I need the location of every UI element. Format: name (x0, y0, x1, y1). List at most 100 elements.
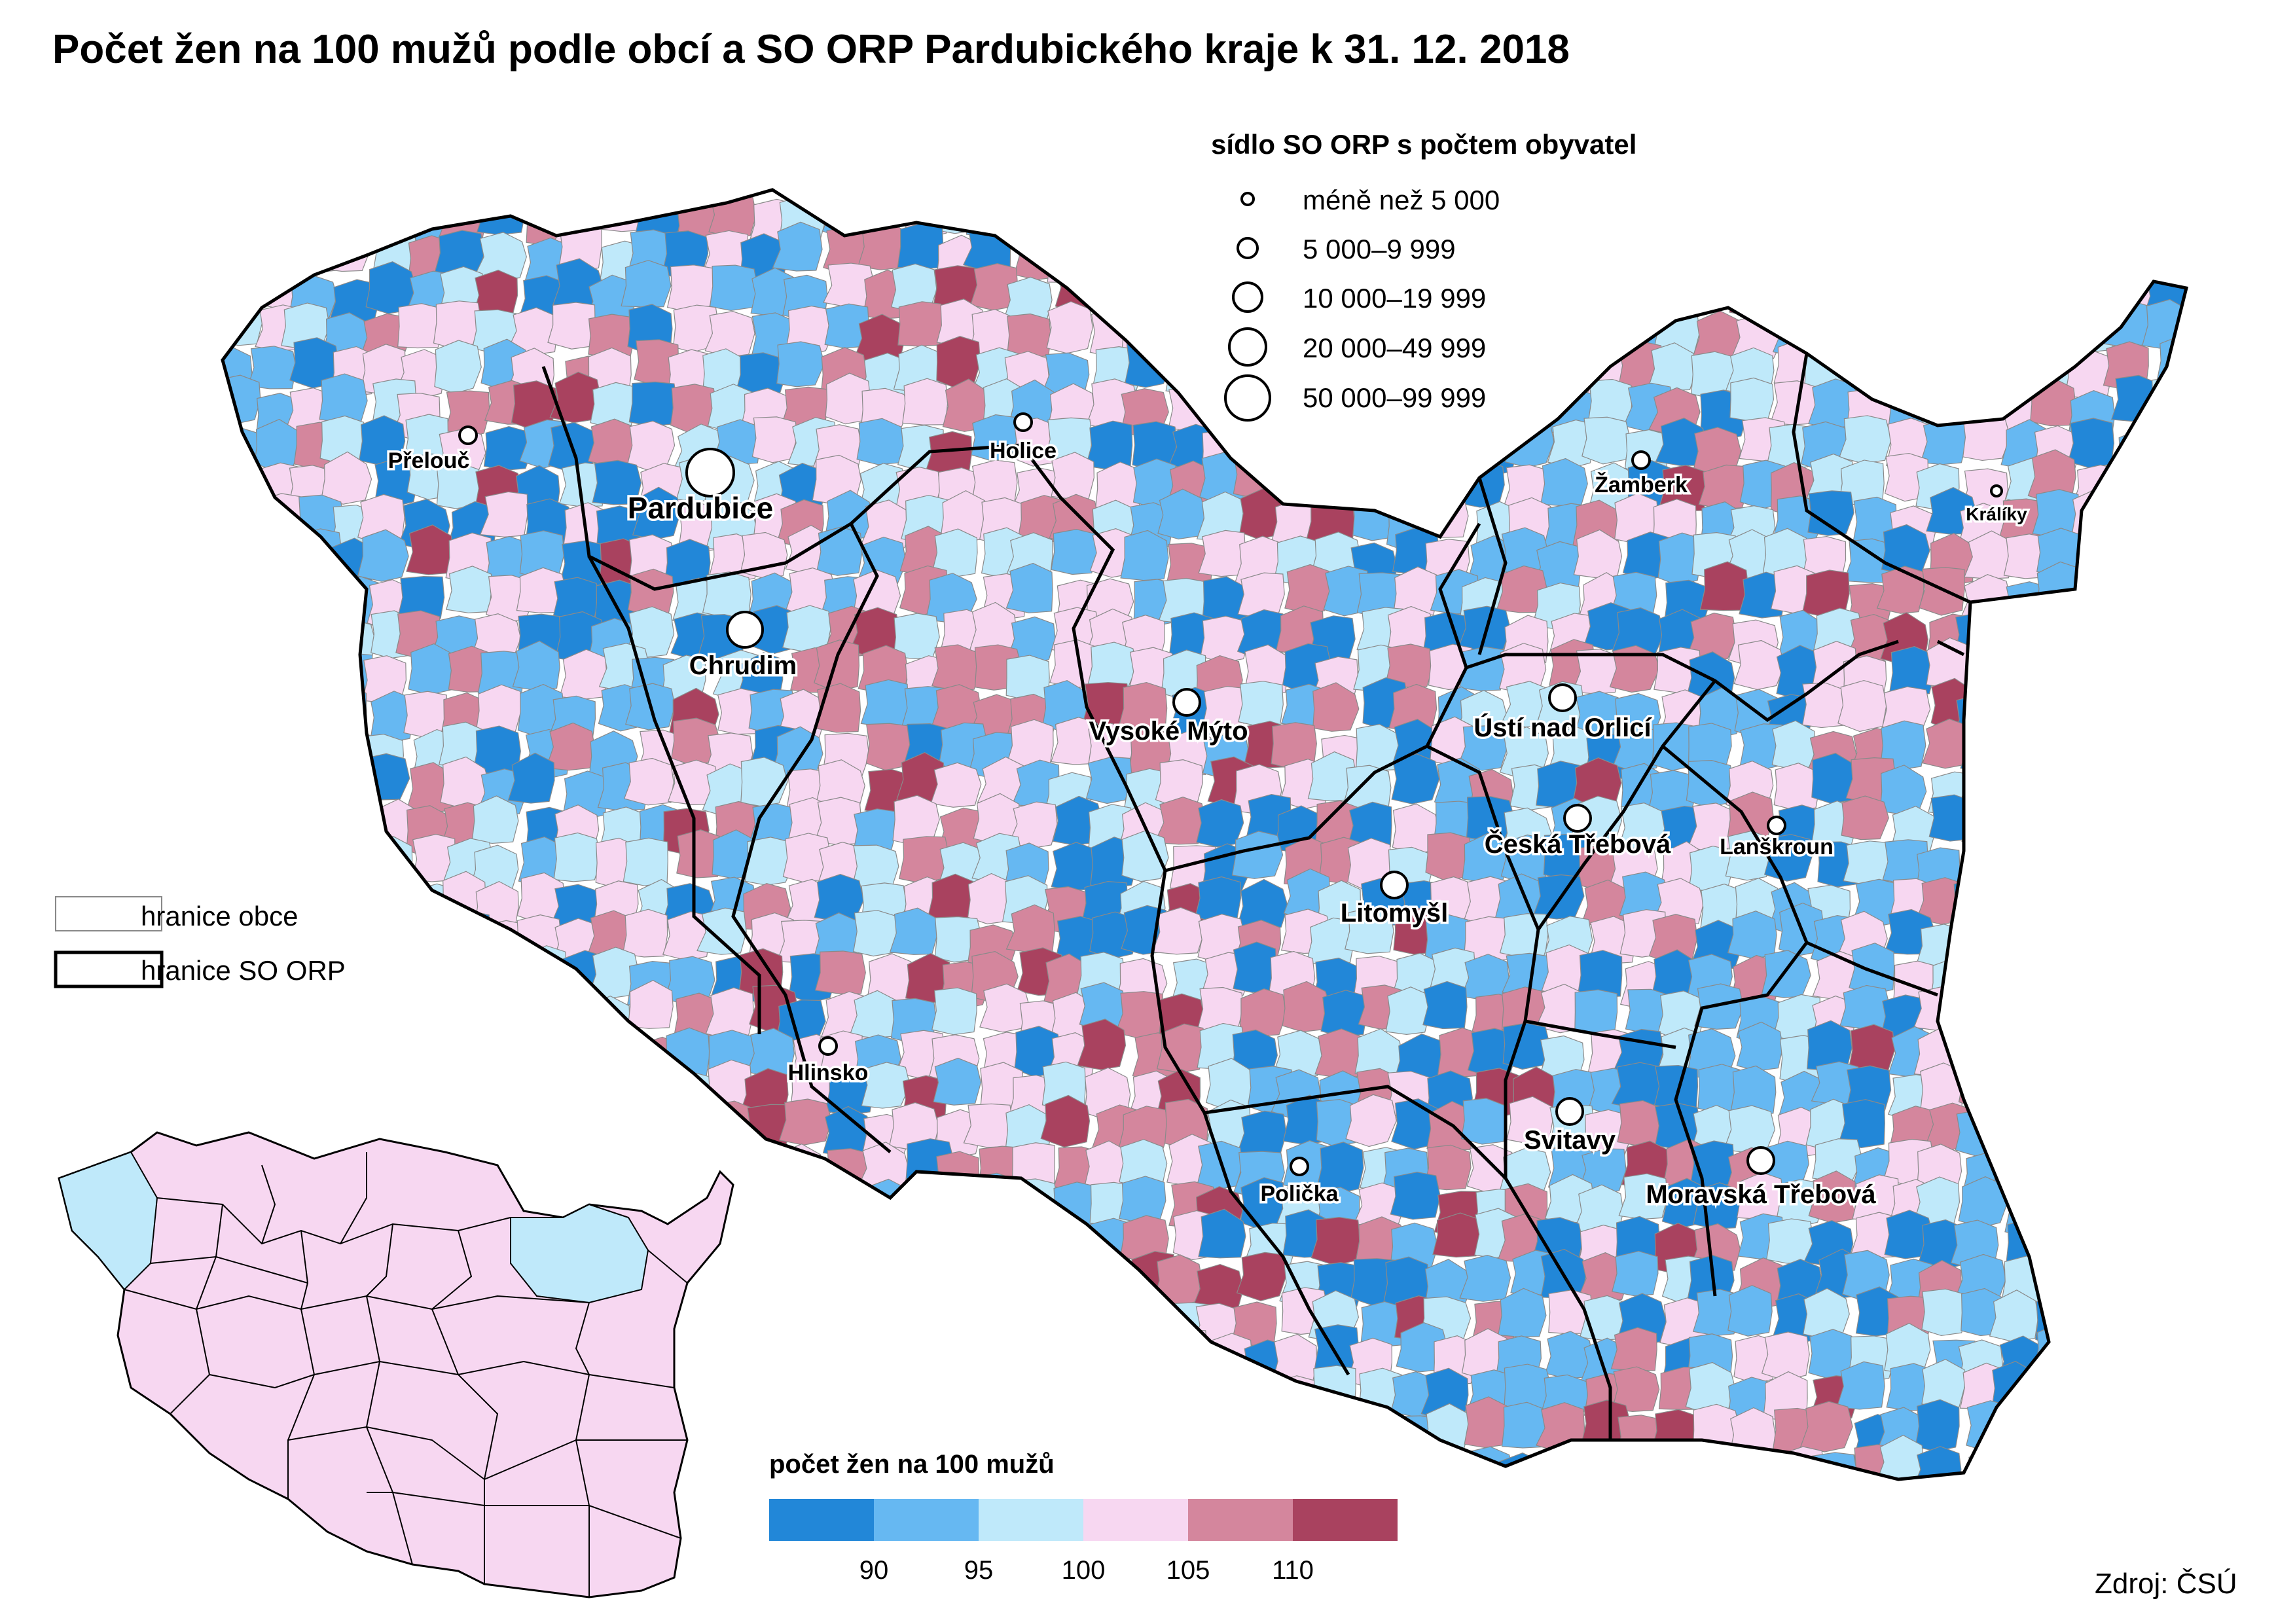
municipality (1532, 874, 1585, 920)
municipality (327, 1073, 374, 1123)
municipality (2150, 568, 2186, 615)
municipality (445, 566, 492, 613)
municipality (1618, 1173, 1668, 1220)
municipality (1538, 311, 1590, 365)
color-break-110: 110 (1272, 1556, 1314, 1585)
municipality (406, 524, 454, 575)
municipality (2030, 1363, 2076, 1412)
municipality (708, 1369, 755, 1417)
municipality (623, 837, 668, 886)
municipality (2038, 1172, 2086, 1225)
municipality (1761, 1331, 1810, 1381)
municipality (223, 717, 262, 766)
municipality-boundary-label: hranice obce (141, 901, 298, 931)
municipality (1396, 1491, 1441, 1535)
municipality (1384, 643, 1434, 688)
municipality (1731, 235, 1782, 286)
municipality (2067, 1377, 2112, 1424)
inset-highlight-west (58, 1151, 158, 1291)
municipality (973, 1212, 1022, 1260)
municipality (1240, 414, 1290, 462)
municipality (1579, 1148, 1627, 1193)
municipality (223, 983, 264, 1034)
municipality (255, 1068, 307, 1120)
municipality (397, 576, 445, 623)
municipality (627, 420, 676, 471)
municipality (1661, 1481, 1709, 1529)
municipality (1227, 1363, 1276, 1415)
municipality-boundary-swatch (55, 896, 162, 931)
municipality (1663, 196, 1710, 248)
municipality (2114, 1213, 2165, 1261)
municipality (2073, 569, 2120, 621)
municipality (702, 1265, 750, 1312)
city-marker-prelouc (458, 425, 478, 445)
inset-highlight-north (510, 1203, 649, 1304)
municipality (1051, 842, 1096, 891)
municipality (1612, 725, 1664, 773)
municipality (2106, 1454, 2156, 1479)
municipality (2043, 1139, 2092, 1187)
municipality (1926, 196, 1976, 246)
city-label-prelouc: Přelouč (388, 448, 470, 473)
municipality (1958, 1176, 2008, 1228)
municipality (480, 959, 530, 1011)
municipality (1766, 424, 1814, 471)
municipality (2142, 230, 2186, 282)
municipality (1876, 226, 1923, 277)
municipality (1505, 278, 1554, 325)
municipality (751, 1152, 799, 1200)
municipality (399, 918, 447, 969)
municipality (223, 528, 257, 581)
municipality (1835, 194, 1886, 239)
municipality (297, 993, 343, 1043)
city-label-pardubice: Pardubice (628, 491, 773, 525)
city-label-usti-nad-orlici: Ústí nad Orlicí (1473, 712, 1652, 742)
municipality (244, 655, 295, 700)
municipality (1998, 875, 2051, 924)
municipality (1691, 200, 1740, 247)
municipality (1648, 914, 1698, 964)
municipality (2184, 1373, 2186, 1417)
municipality (1991, 274, 2042, 325)
municipality (223, 452, 252, 503)
municipality (1393, 566, 1439, 616)
municipality (1002, 190, 1051, 240)
municipality (977, 1403, 1022, 1456)
municipality (784, 1250, 832, 1299)
municipality (1837, 679, 1887, 732)
city-marker-moravska-trebova (1746, 1146, 1775, 1175)
municipality (2142, 726, 2186, 777)
municipality (1155, 268, 1206, 319)
city-marker-svitavy (1555, 1097, 1584, 1126)
municipality (1689, 1483, 1739, 1528)
municipality (1651, 1409, 1700, 1454)
city-label-litomysl: Litomyšl (1341, 899, 1448, 928)
municipality (1849, 943, 1895, 995)
municipality (2193, 1343, 2239, 1390)
municipality (470, 988, 523, 1039)
municipality (1004, 1329, 1053, 1380)
municipality (1120, 530, 1169, 581)
municipality (1195, 232, 1244, 279)
municipality (931, 987, 977, 1036)
municipality (751, 1245, 801, 1295)
municipality (1841, 259, 1891, 308)
municipality (928, 1263, 977, 1312)
municipality (2187, 1104, 2233, 1153)
municipality (255, 757, 304, 809)
municipality (936, 336, 981, 389)
municipality (1913, 1176, 1961, 1225)
municipality (2144, 1447, 2186, 1479)
municipality (1156, 1023, 1208, 1074)
municipality (486, 1033, 538, 1083)
municipality (1166, 228, 1214, 279)
municipality (1839, 415, 1892, 464)
municipality (1587, 1439, 1635, 1479)
municipality (511, 1144, 561, 1195)
municipality (1686, 612, 1737, 662)
municipality (2150, 1220, 2186, 1271)
municipality (2034, 190, 2087, 242)
municipality (2068, 1132, 2119, 1183)
municipality (223, 695, 255, 746)
